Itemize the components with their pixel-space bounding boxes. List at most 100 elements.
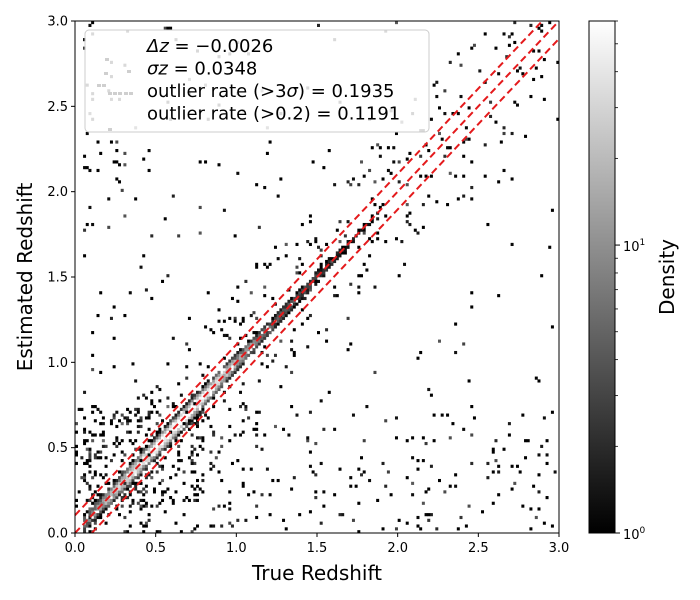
- density-cell: [306, 316, 310, 320]
- density-cell: [338, 248, 342, 252]
- density-cell: [179, 393, 183, 397]
- density-cell: [83, 478, 87, 483]
- density-cell: [222, 504, 226, 508]
- density-cell: [115, 410, 119, 414]
- density-cell: [397, 180, 401, 184]
- density-cell: [126, 422, 130, 426]
- density-cell: [499, 140, 503, 144]
- density-cell: [268, 322, 272, 326]
- density-cell: [438, 478, 441, 483]
- density-cell: [295, 413, 299, 417]
- density-cell: [174, 433, 178, 437]
- density-cell: [212, 376, 216, 380]
- density-cell: [155, 453, 159, 457]
- y-tick-label: 1.0: [47, 356, 68, 371]
- density-cell: [169, 26, 173, 30]
- colorbar-tick-base: 10: [623, 240, 640, 255]
- density-cell: [144, 453, 148, 457]
- density-cell: [147, 513, 151, 517]
- density-cell: [166, 439, 170, 443]
- density-cell: [287, 302, 291, 306]
- density-cell: [228, 362, 232, 366]
- density-cell: [166, 422, 170, 426]
- density-cell: [472, 43, 476, 47]
- density-cell: [217, 373, 221, 377]
- density-cell: [115, 140, 119, 144]
- density-cell: [373, 180, 377, 184]
- density-cell: [351, 237, 355, 241]
- density-cell: [241, 402, 245, 406]
- density-cell: [144, 501, 148, 505]
- density-cell: [298, 296, 302, 301]
- density-cell: [507, 422, 511, 426]
- density-cell: [150, 456, 154, 460]
- density-cell: [134, 461, 138, 466]
- density-cell: [123, 484, 127, 488]
- density-cell: [368, 237, 372, 241]
- density-cell: [206, 385, 210, 389]
- density-cell: [357, 285, 361, 289]
- legend-marker-dot: [129, 92, 133, 95]
- density-cell: [190, 396, 194, 400]
- density-cell: [190, 413, 194, 417]
- density-cell: [96, 498, 100, 503]
- density-cell: [179, 430, 183, 434]
- density-cell: [346, 240, 350, 244]
- density-cell: [236, 353, 240, 357]
- density-cell: [206, 387, 210, 392]
- density-cell: [120, 473, 124, 477]
- density-cell: [362, 231, 366, 235]
- density-cell: [115, 436, 119, 440]
- density-cell: [217, 163, 221, 167]
- density-cell: [99, 515, 103, 520]
- density-cell: [287, 308, 291, 312]
- density-cell: [174, 427, 178, 431]
- density-cell: [448, 484, 452, 488]
- density-cell: [147, 410, 151, 414]
- density-cell: [239, 365, 243, 369]
- density-cell: [142, 487, 146, 491]
- density-cell: [101, 430, 105, 434]
- density-cell: [75, 461, 78, 466]
- density-cell: [107, 501, 111, 505]
- density-cell: [448, 171, 452, 175]
- density-cell: [247, 339, 251, 343]
- density-cell: [115, 490, 119, 494]
- density-cell: [128, 291, 132, 295]
- density-cell: [139, 473, 143, 477]
- density-cell: [529, 94, 533, 99]
- density-cell: [349, 476, 353, 480]
- density-cell: [201, 436, 205, 440]
- density-cell: [513, 40, 517, 45]
- density-cell: [241, 316, 245, 320]
- density-cell: [306, 285, 310, 289]
- density-cell: [308, 285, 312, 289]
- density-cell: [236, 285, 240, 289]
- density-cell: [534, 515, 538, 520]
- density-cell: [424, 441, 428, 446]
- density-cell: [394, 237, 398, 241]
- colorbar-gradient: [588, 20, 616, 534]
- density-cell: [454, 484, 458, 488]
- density-cell: [144, 467, 148, 471]
- density-cell: [537, 379, 541, 383]
- density-cell: [182, 470, 186, 474]
- density-cell: [88, 430, 92, 434]
- density-cell: [394, 131, 398, 136]
- density-cell: [107, 481, 111, 485]
- density-cell: [83, 530, 87, 534]
- density-cell: [378, 205, 382, 210]
- density-cell: [403, 262, 407, 266]
- density-cell: [134, 476, 138, 480]
- density-cell: [462, 140, 466, 144]
- density-cell: [185, 376, 189, 380]
- density-cell: [327, 259, 331, 264]
- density-cell: [131, 476, 135, 480]
- density-cell: [118, 490, 122, 494]
- density-cell: [255, 515, 259, 520]
- density-cell: [443, 112, 447, 116]
- density-cell: [397, 160, 401, 164]
- density-cell: [263, 294, 267, 298]
- density-cell: [343, 234, 347, 238]
- density-cell: [193, 393, 197, 397]
